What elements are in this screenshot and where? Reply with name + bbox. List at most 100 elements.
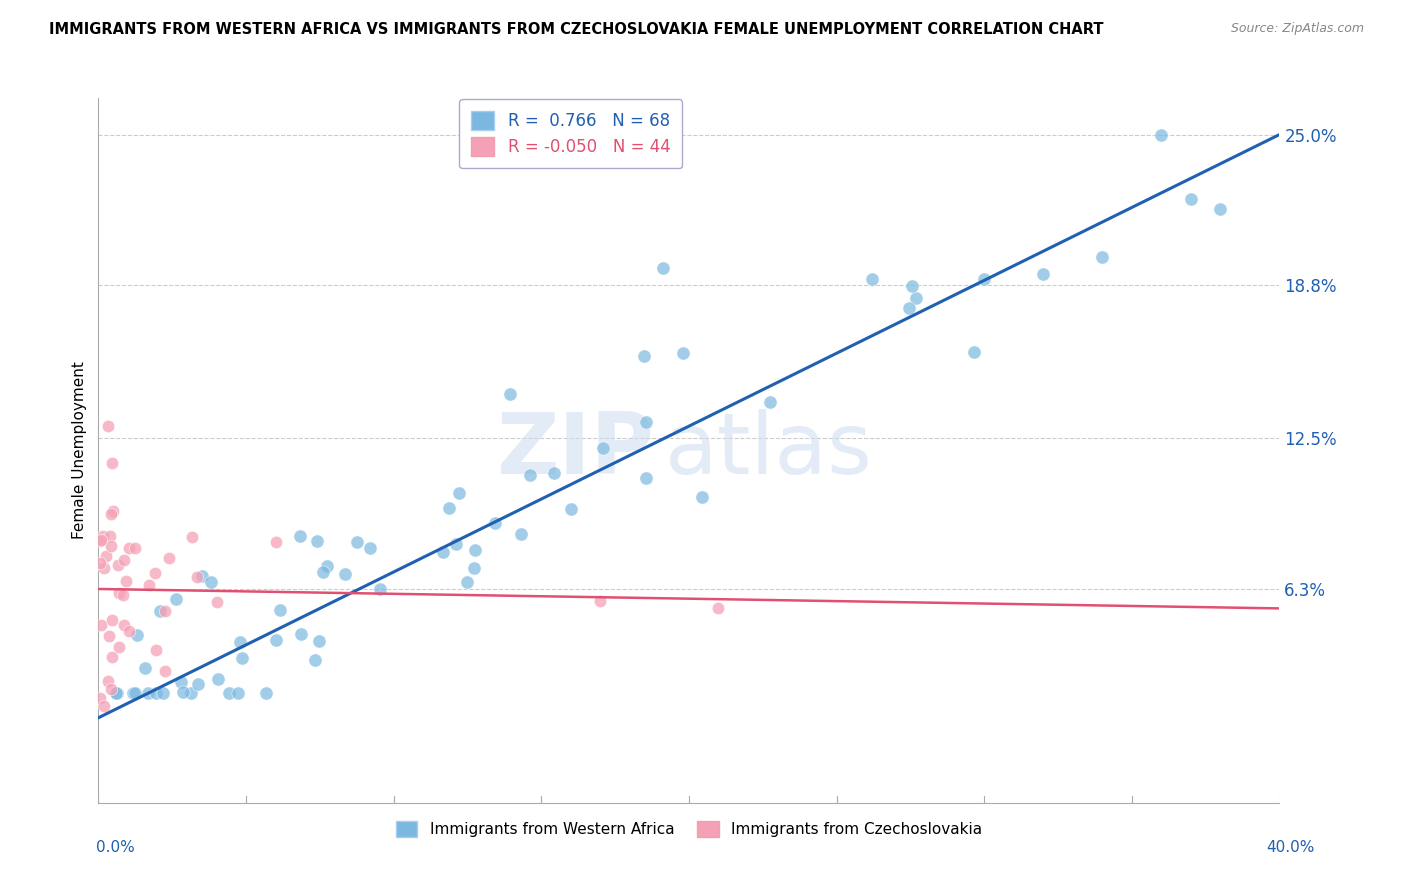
- Point: [346, 535, 368, 549]
- Point: [125, 628, 148, 642]
- Point: [901, 278, 924, 293]
- Point: [368, 582, 391, 596]
- Point: [589, 594, 612, 608]
- Point: [1150, 128, 1173, 142]
- Point: [439, 501, 461, 516]
- Point: [464, 543, 486, 558]
- Point: [112, 553, 135, 567]
- Point: [153, 664, 176, 678]
- Point: [100, 681, 122, 696]
- Point: [634, 415, 657, 429]
- Point: [444, 537, 467, 551]
- Point: [157, 551, 180, 566]
- Point: [200, 574, 222, 589]
- Point: [90, 617, 112, 632]
- Y-axis label: Female Unemployment: Female Unemployment: [72, 361, 87, 540]
- Point: [707, 601, 730, 615]
- Point: [121, 686, 143, 700]
- Point: [519, 468, 541, 483]
- Point: [499, 386, 522, 401]
- Point: [136, 686, 159, 700]
- Point: [90, 533, 112, 548]
- Point: [963, 344, 986, 359]
- Point: [312, 565, 335, 579]
- Point: [91, 528, 114, 542]
- Point: [266, 633, 288, 648]
- Point: [226, 686, 249, 700]
- Point: [672, 345, 695, 359]
- Point: [97, 629, 120, 643]
- Legend: Immigrants from Western Africa, Immigrants from Czechoslovakia: Immigrants from Western Africa, Immigran…: [388, 814, 990, 845]
- Point: [153, 604, 176, 618]
- Text: 0.0%: 0.0%: [96, 839, 135, 855]
- Point: [543, 466, 565, 480]
- Point: [138, 577, 160, 591]
- Point: [1209, 202, 1232, 216]
- Point: [89, 534, 111, 549]
- Point: [359, 541, 381, 555]
- Point: [124, 686, 146, 700]
- Point: [305, 533, 328, 548]
- Point: [1091, 250, 1114, 264]
- Point: [134, 661, 156, 675]
- Point: [145, 686, 167, 700]
- Point: [636, 470, 658, 484]
- Point: [108, 640, 131, 655]
- Point: [107, 586, 129, 600]
- Point: [124, 541, 146, 555]
- Point: [1180, 192, 1202, 206]
- Point: [172, 685, 194, 699]
- Point: [112, 618, 135, 632]
- Point: [1032, 267, 1054, 281]
- Point: [759, 394, 782, 409]
- Point: [560, 501, 582, 516]
- Point: [432, 545, 454, 559]
- Point: [117, 541, 139, 555]
- Point: [264, 535, 287, 549]
- Point: [190, 569, 212, 583]
- Point: [288, 529, 311, 543]
- Text: 40.0%: 40.0%: [1267, 839, 1315, 855]
- Point: [510, 527, 533, 541]
- Point: [105, 686, 128, 700]
- Point: [111, 588, 134, 602]
- Point: [186, 677, 208, 691]
- Point: [231, 651, 253, 665]
- Point: [205, 595, 228, 609]
- Point: [145, 643, 167, 657]
- Point: [449, 486, 471, 500]
- Point: [94, 549, 117, 563]
- Point: [484, 516, 506, 530]
- Point: [97, 419, 120, 434]
- Point: [143, 566, 166, 580]
- Point: [170, 675, 193, 690]
- Point: [152, 686, 174, 700]
- Point: [100, 539, 122, 553]
- Point: [114, 574, 136, 588]
- Point: [463, 561, 485, 575]
- Text: IMMIGRANTS FROM WESTERN AFRICA VS IMMIGRANTS FROM CZECHOSLOVAKIA FEMALE UNEMPLOY: IMMIGRANTS FROM WESTERN AFRICA VS IMMIGR…: [49, 22, 1104, 37]
- Point: [218, 686, 240, 700]
- Point: [118, 624, 141, 638]
- Point: [149, 604, 172, 618]
- Point: [592, 441, 614, 455]
- Point: [89, 557, 111, 571]
- Point: [333, 566, 356, 581]
- Point: [105, 686, 128, 700]
- Point: [308, 633, 330, 648]
- Point: [904, 291, 927, 305]
- Point: [269, 603, 291, 617]
- Point: [186, 570, 208, 584]
- Point: [180, 530, 202, 544]
- Point: [456, 575, 478, 590]
- Point: [207, 673, 229, 687]
- Point: [180, 686, 202, 700]
- Point: [93, 561, 115, 575]
- Point: [101, 504, 124, 518]
- Text: atlas: atlas: [665, 409, 873, 492]
- Point: [93, 698, 115, 713]
- Point: [860, 272, 883, 286]
- Point: [316, 558, 339, 573]
- Point: [100, 507, 122, 521]
- Point: [98, 529, 121, 543]
